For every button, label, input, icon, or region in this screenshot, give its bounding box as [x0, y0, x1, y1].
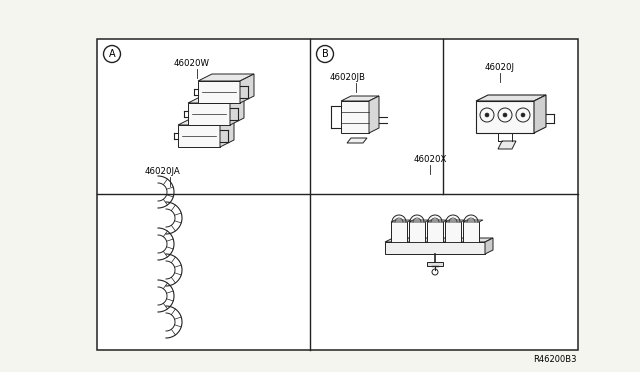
- Polygon shape: [188, 103, 230, 125]
- Polygon shape: [485, 238, 493, 254]
- Text: B: B: [322, 49, 328, 59]
- Polygon shape: [341, 96, 379, 101]
- Text: 46020JB: 46020JB: [330, 73, 366, 82]
- Polygon shape: [230, 96, 244, 125]
- Text: 46020W: 46020W: [174, 59, 210, 68]
- Circle shape: [521, 113, 525, 117]
- Polygon shape: [427, 220, 447, 222]
- Polygon shape: [409, 222, 425, 242]
- Polygon shape: [498, 141, 516, 149]
- Polygon shape: [534, 95, 546, 133]
- Text: 46020J: 46020J: [485, 63, 515, 72]
- Polygon shape: [476, 101, 534, 133]
- Polygon shape: [385, 238, 493, 242]
- Polygon shape: [391, 220, 411, 222]
- Polygon shape: [445, 220, 465, 222]
- Polygon shape: [476, 95, 546, 101]
- Polygon shape: [178, 125, 220, 147]
- Polygon shape: [427, 222, 443, 242]
- Text: R46200B3: R46200B3: [534, 355, 577, 364]
- Polygon shape: [369, 96, 379, 133]
- Text: 46020JA: 46020JA: [144, 167, 180, 176]
- Polygon shape: [198, 74, 254, 81]
- Polygon shape: [427, 262, 443, 266]
- Polygon shape: [391, 222, 407, 242]
- Text: 46020X: 46020X: [413, 155, 447, 164]
- Polygon shape: [409, 220, 429, 222]
- Polygon shape: [463, 222, 479, 242]
- Polygon shape: [240, 74, 254, 103]
- Polygon shape: [347, 138, 367, 143]
- Polygon shape: [198, 81, 240, 103]
- Circle shape: [485, 113, 489, 117]
- Polygon shape: [445, 222, 461, 242]
- Bar: [97, 39, 578, 350]
- Polygon shape: [220, 118, 234, 147]
- Polygon shape: [188, 96, 244, 103]
- Polygon shape: [178, 118, 234, 125]
- Circle shape: [503, 113, 507, 117]
- Polygon shape: [341, 101, 369, 133]
- Polygon shape: [385, 242, 485, 254]
- Polygon shape: [463, 220, 483, 222]
- Text: A: A: [109, 49, 115, 59]
